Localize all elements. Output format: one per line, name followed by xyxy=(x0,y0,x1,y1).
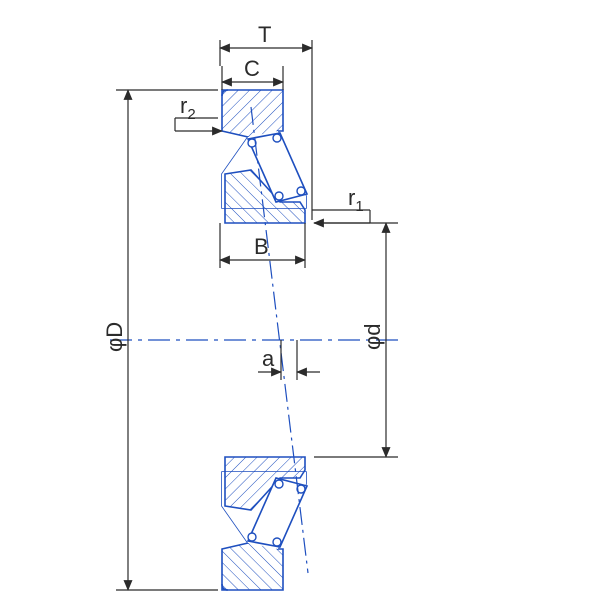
bottom-section xyxy=(222,457,307,590)
label-r1-sub: 1 xyxy=(355,198,363,215)
bearing-cross-section-diagram: T C r2 B r1 a φD xyxy=(0,0,600,600)
label-B: B xyxy=(254,234,269,259)
label-a: a xyxy=(262,346,275,371)
top-section xyxy=(218,90,312,223)
dim-r1: r1 xyxy=(312,185,370,223)
dim-B: B xyxy=(220,223,305,268)
label-r2: r xyxy=(180,93,187,118)
label-r2-sub: 2 xyxy=(187,106,195,123)
label-T: T xyxy=(258,22,271,47)
label-C: C xyxy=(244,56,260,81)
dim-a: a xyxy=(258,340,320,380)
label-phid: φd xyxy=(360,323,385,350)
label-r1: r xyxy=(348,185,355,210)
label-phiD: φD xyxy=(102,322,127,352)
dim-C: C xyxy=(222,56,283,90)
dim-r2: r2 xyxy=(175,93,222,131)
